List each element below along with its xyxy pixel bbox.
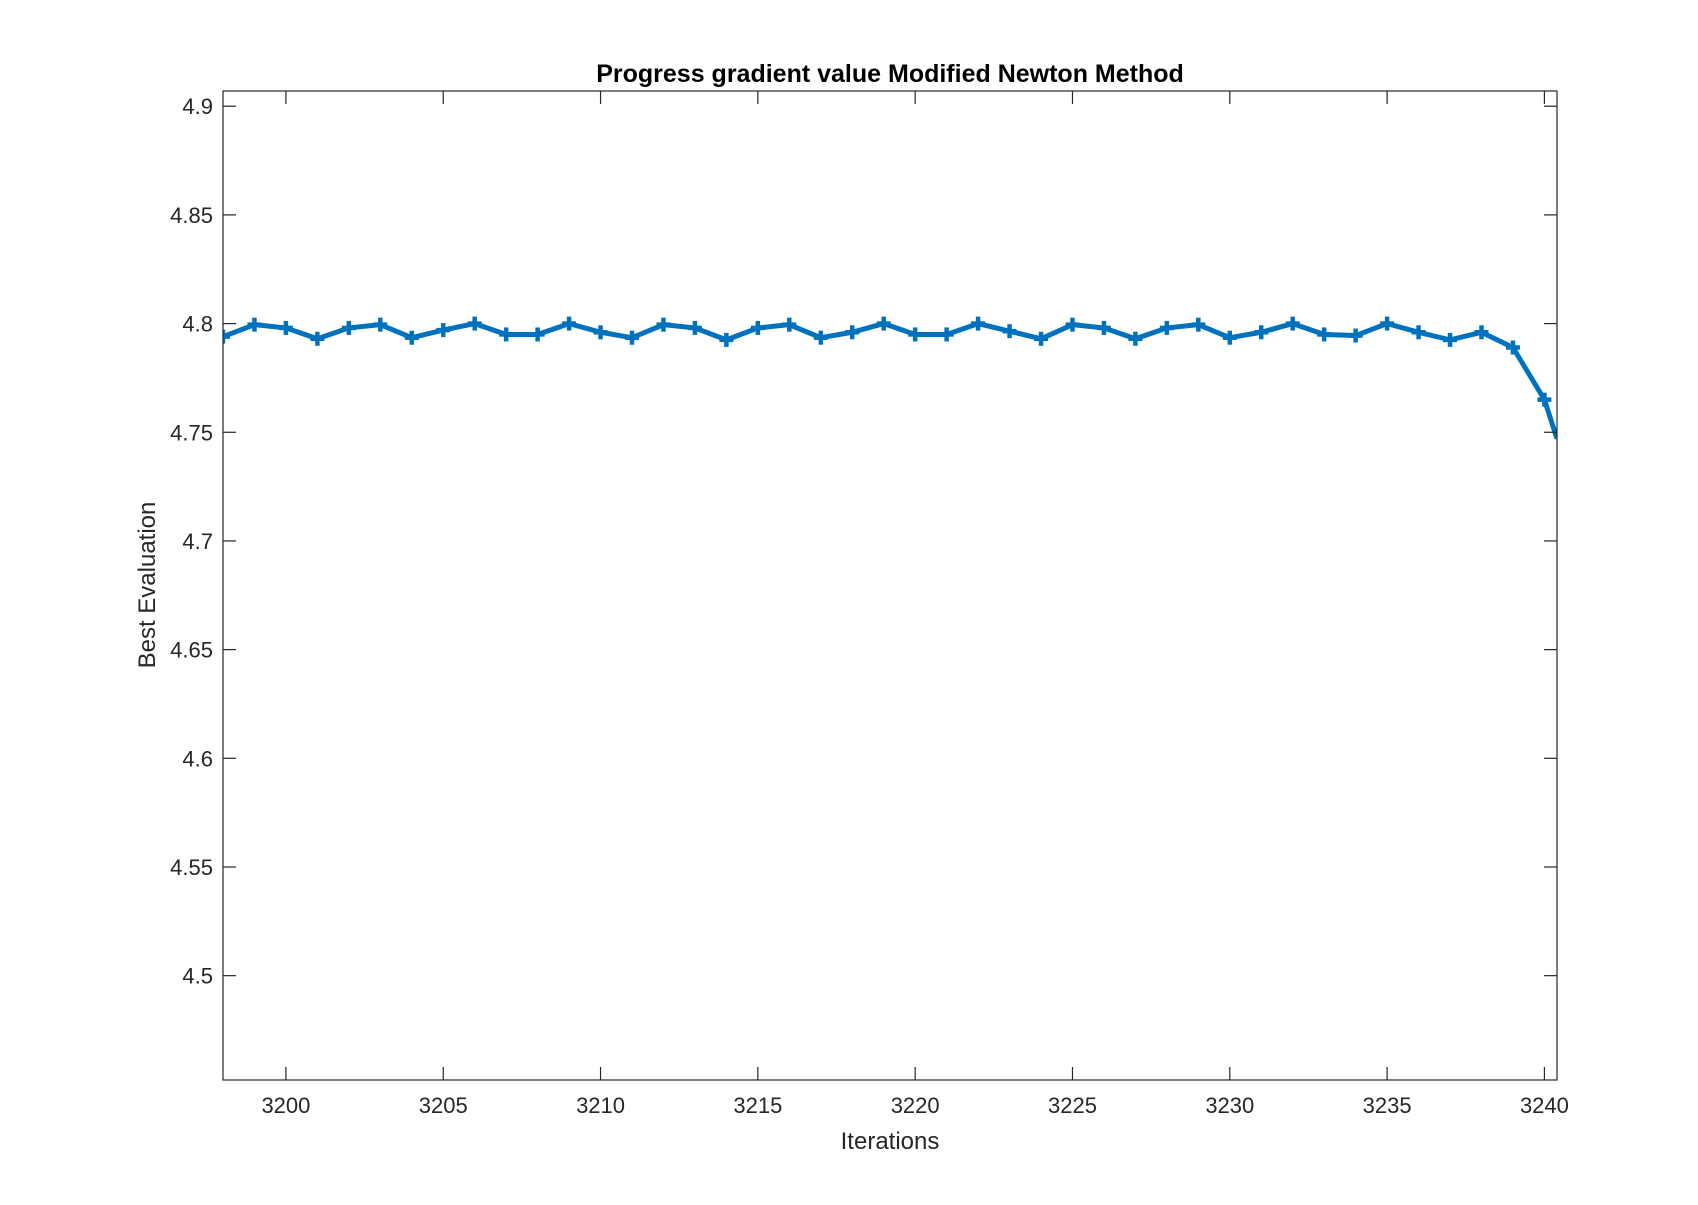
y-tick-label: 4.7	[182, 529, 213, 554]
axes-box	[222, 90, 1558, 1081]
data-point-marker	[310, 331, 325, 346]
data-point-marker	[1380, 316, 1395, 331]
series-marks	[223, 316, 1557, 440]
data-point-marker	[1411, 325, 1426, 340]
x-tick-label: 3235	[1363, 1093, 1412, 1118]
y-tick-label: 4.75	[170, 420, 213, 445]
series-clip-group	[223, 316, 1557, 440]
data-point-marker	[687, 320, 702, 335]
data-point-marker	[1034, 331, 1049, 346]
x-tick-label: 3240	[1520, 1093, 1569, 1118]
data-point-marker	[1222, 330, 1237, 345]
data-point-marker	[782, 317, 797, 332]
x-tick-label: 3210	[576, 1093, 625, 1118]
y-tick-label: 4.6	[182, 746, 213, 771]
x-tick-label: 3200	[261, 1093, 310, 1118]
data-point-marker	[1348, 328, 1363, 343]
data-point-marker	[939, 327, 954, 342]
data-point-marker	[625, 330, 640, 345]
data-point-marker	[1317, 327, 1332, 342]
y-axis-label: Best Evaluation	[134, 502, 161, 669]
plot-area	[223, 91, 1557, 1080]
data-point-marker	[247, 317, 262, 332]
y-tick-label: 4.9	[182, 94, 213, 119]
data-point-marker	[719, 332, 734, 347]
data-point-marker	[1159, 320, 1174, 335]
x-tick-label: 3215	[733, 1093, 782, 1118]
data-point-marker	[971, 316, 986, 331]
data-point-marker	[404, 330, 419, 345]
y-tick-label: 4.5	[182, 964, 213, 989]
x-tick-label: 3220	[891, 1093, 940, 1118]
data-point-marker	[499, 327, 514, 342]
data-point-marker	[813, 330, 828, 345]
data-point-marker	[1128, 331, 1143, 346]
data-point-marker	[341, 320, 356, 335]
x-tick-label: 3225	[1048, 1093, 1097, 1118]
data-point-marker	[876, 316, 891, 331]
data-point-marker	[562, 316, 577, 331]
y-tick-label: 4.65	[170, 638, 213, 663]
data-point-marker	[1285, 316, 1300, 331]
data-point-marker	[1065, 317, 1080, 332]
data-point-marker	[530, 327, 545, 342]
data-point-marker	[1191, 317, 1206, 332]
y-tick-label: 4.8	[182, 312, 213, 337]
axis-ticks: 3200 3205 3210 3215 3220 3225 3230 3235 3240 4.5 4…	[170, 91, 1569, 1118]
data-point-marker	[908, 327, 923, 342]
data-point-marker	[1096, 320, 1111, 335]
data-point-marker	[278, 320, 293, 335]
data-point-marker	[1537, 392, 1552, 407]
chart-title: Progress gradient value Modified Newton …	[596, 60, 1184, 88]
data-point-marker	[1002, 324, 1017, 339]
y-tick-label: 4.55	[170, 855, 213, 880]
data-point-marker	[223, 329, 230, 344]
data-point-marker	[373, 317, 388, 332]
data-point-marker	[467, 316, 482, 331]
data-point-marker	[1443, 332, 1458, 347]
data-point-marker	[750, 320, 765, 335]
x-axis-label: Iterations	[841, 1128, 940, 1155]
x-tick-label: 3205	[419, 1093, 468, 1118]
x-tick-label: 3230	[1205, 1093, 1254, 1118]
data-point-marker	[1474, 325, 1489, 340]
data-point-marker	[436, 323, 451, 338]
data-point-marker	[593, 325, 608, 340]
data-point-marker	[656, 317, 671, 332]
data-point-marker	[845, 325, 860, 340]
data-point-marker	[1254, 325, 1269, 340]
y-tick-label: 4.85	[170, 203, 213, 228]
data-point-marker	[1505, 340, 1520, 355]
